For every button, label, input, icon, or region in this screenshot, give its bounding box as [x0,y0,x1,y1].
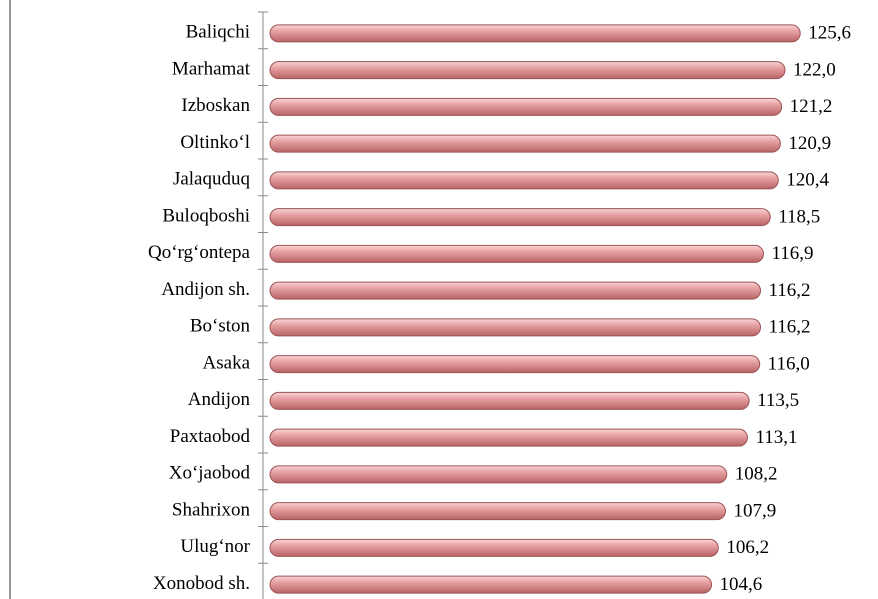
y-tick-label: Marhamat [172,58,251,79]
y-tick-label: Asaka [203,352,251,373]
value-label: 106,2 [726,537,769,558]
bar [269,171,779,190]
value-label: 121,2 [790,96,833,117]
y-tick-label: Andijon [188,389,251,410]
bar [269,318,762,337]
bar [269,134,781,153]
value-label: 113,5 [757,390,799,411]
bar [269,355,761,374]
y-tick-label: Buloqboshi [162,205,250,226]
bar [269,61,786,80]
value-label: 118,5 [778,206,820,227]
y-tick-label: Izboskan [181,95,250,116]
value-label: 120,9 [788,133,831,154]
value-label: 116,9 [771,243,813,264]
value-label: 116,0 [768,353,810,374]
value-label: 125,6 [808,23,851,44]
bar [269,502,726,521]
y-tick-label: Oltinko‘l [180,132,250,153]
value-label: 116,2 [769,280,811,301]
value-label: 122,0 [793,59,836,80]
value-label: 104,6 [720,574,763,595]
value-label: 120,4 [786,170,829,191]
bar [269,281,762,300]
y-tick-label: Jalaquduq [173,169,251,190]
y-tick-label: Ulug‘nor [180,536,250,557]
bar [269,465,728,484]
y-tick-label: Andijon sh. [161,279,250,300]
y-tick-label: Bo‘ston [190,316,251,337]
bar [269,391,750,410]
bar [269,24,801,43]
bar [269,244,764,263]
value-label: 107,9 [733,500,776,521]
bar [269,538,719,557]
y-tick-label: Xonobod sh. [153,573,250,594]
bar [269,575,713,594]
bar [269,97,783,116]
value-label: 108,2 [735,464,778,485]
y-tick-label: Shahrixon [172,499,251,520]
y-tick-label: Baliqchi [186,22,250,43]
value-label: 116,2 [769,317,811,338]
y-tick-label: Qo‘rg‘ontepa [148,242,251,263]
value-label: 113,1 [755,427,797,448]
y-tick-label: Paxtaobod [170,426,251,447]
y-tick-label: Xo‘jaobod [169,463,251,484]
bar [269,208,771,227]
bar [269,428,748,447]
